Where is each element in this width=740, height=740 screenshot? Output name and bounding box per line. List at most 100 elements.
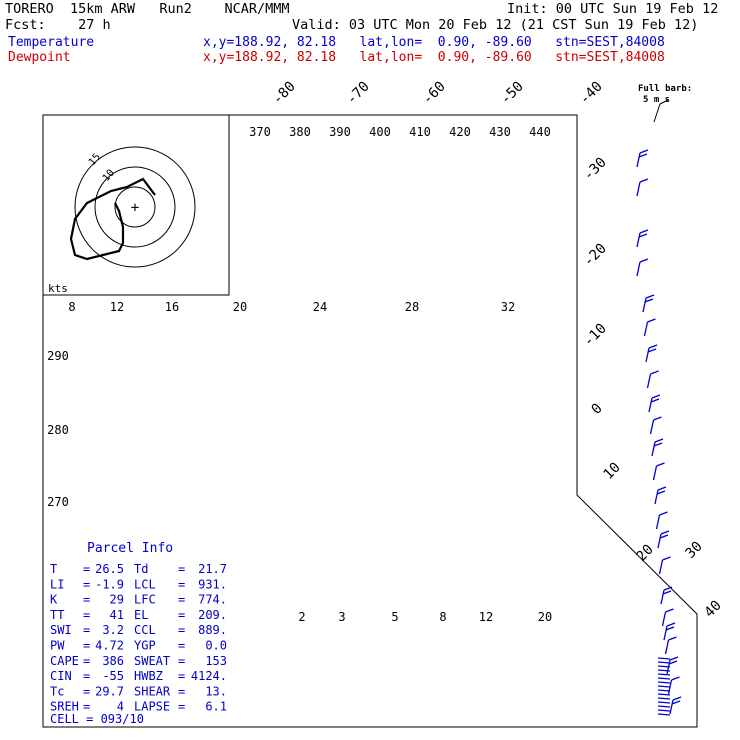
wind-barb — [636, 152, 641, 168]
mixing-ratio-label: 8 — [68, 300, 75, 314]
wind-barb — [649, 419, 655, 435]
wind-barb-feather — [650, 370, 659, 375]
wind-barb-feather — [657, 701, 671, 704]
isotherm-label: -70 — [344, 79, 373, 108]
hodograph-ring — [94, 166, 176, 248]
isotherm-label: 40 — [702, 598, 725, 621]
wind-barb-feather — [669, 656, 679, 661]
wind-barb — [636, 232, 641, 248]
parcel-key: LI — [50, 577, 64, 591]
wind-barb-feather — [654, 438, 664, 443]
parcel-value: 6.1 — [205, 700, 227, 714]
plot-frame — [42, 114, 698, 728]
wind-barb-feather — [657, 689, 671, 692]
wind-barb-feather — [659, 534, 669, 539]
diagram-labels: 1002003004005006007008009001000-80-70-60… — [47, 79, 725, 624]
wind-barb-feather — [645, 294, 655, 299]
parcel-key: TT — [50, 608, 64, 622]
wind-barbs — [636, 99, 682, 716]
parcel-equals: = — [178, 623, 185, 637]
wind-barb-feather — [657, 685, 671, 688]
wind-barb-feather — [650, 398, 660, 403]
wind-barb-feather — [657, 657, 671, 660]
wind-barb — [663, 625, 668, 641]
wind-barb-feather — [639, 229, 649, 234]
parcel-key: Td — [134, 562, 148, 576]
theta-e-label: 400 — [369, 125, 391, 139]
init-time: Init: 00 UTC Sun 19 Feb 12 — [507, 1, 719, 17]
parcel-equals: = — [83, 623, 90, 637]
mixing-ratio-label: 2 — [298, 610, 305, 624]
mixing-ratio-label: 12 — [110, 300, 124, 314]
model-title: TORERO 15km ARW Run2 NCAR/MMM — [5, 1, 290, 17]
wind-barb — [654, 489, 659, 505]
parcel-info-title: Parcel Info — [87, 541, 173, 556]
hodograph-frame — [42, 114, 230, 296]
parcel-key: LAPSE — [134, 700, 170, 714]
parcel-equals: = — [178, 639, 185, 653]
wind-barb-feather — [665, 626, 675, 631]
isotherm-label: -10 — [581, 321, 610, 350]
wind-barb-feather — [651, 394, 661, 399]
wind-barb-feather — [671, 700, 681, 705]
theta-e-label: 390 — [329, 125, 351, 139]
wind-barb — [636, 181, 641, 197]
parcel-equals: = — [83, 684, 90, 698]
wind-barb-feather — [656, 490, 666, 495]
parcel-equals: = — [83, 639, 90, 653]
wind-barb-feather — [639, 149, 649, 154]
hodograph-units: kts — [48, 282, 68, 295]
wind-barb-feather — [662, 590, 672, 595]
mixing-ratio-label: 12 — [479, 610, 493, 624]
hodograph-ring — [74, 146, 196, 268]
wind-barb-feather — [668, 636, 677, 641]
parcel-equals: = — [178, 577, 185, 591]
parcel-value: 3.2 — [102, 623, 124, 637]
isobars — [42, 114, 698, 728]
wind-barb-feather — [671, 676, 680, 681]
dewpoint-location: x,y=188.92, 82.18 lat,lon= 0.90, -89.60 … — [203, 50, 665, 65]
wind-barb-feather — [666, 622, 676, 627]
parcel-key: SHEAR — [134, 684, 171, 698]
parcel-key: K — [50, 593, 58, 607]
wind-barb — [642, 297, 647, 313]
wind-barb — [660, 589, 665, 605]
mixing-ratio-label: 8 — [439, 610, 446, 624]
wind-barb-feather — [639, 178, 649, 183]
isotherm-label: 10 — [601, 460, 624, 483]
parcel-equals: = — [178, 562, 185, 576]
wind-barb — [636, 261, 641, 277]
mixing-ratio-label: 20 — [538, 610, 552, 624]
theta-label: 280 — [47, 423, 69, 437]
parcel-key: PW — [50, 639, 65, 653]
parcel-equals: = — [178, 654, 185, 668]
theta-e-label: 430 — [489, 125, 511, 139]
isotherm-label: 0 — [589, 401, 606, 418]
wind-barb — [643, 321, 649, 337]
storm-motion-marker: + — [131, 200, 139, 216]
parcel-value: 386 — [102, 654, 124, 668]
parcel-value: 931. — [198, 577, 227, 591]
parcel-key: YGP — [134, 639, 156, 653]
wind-barb — [669, 699, 674, 715]
wind-barb — [657, 533, 662, 549]
mixing-ratio-label: 32 — [501, 300, 515, 314]
wind-barb-feather — [668, 660, 678, 665]
mixing-ratio-label: 28 — [405, 300, 419, 314]
wind-barb-feather — [657, 713, 671, 716]
parcel-equals: = — [178, 593, 185, 607]
parcel-equals: = — [83, 700, 90, 714]
full-barb-label: Full barb: — [638, 84, 693, 94]
isotherm-label: 30 — [683, 539, 706, 562]
wind-barb-feather — [663, 586, 673, 591]
wind-barb-feather — [657, 486, 667, 491]
parcel-value: 29 — [110, 593, 124, 607]
parcel-key: SREH — [50, 700, 79, 714]
parcel-value: -1.9 — [95, 577, 124, 591]
isotherm-label: -50 — [498, 79, 527, 108]
parcel-key: Tc — [50, 684, 64, 698]
parcel-value: 209. — [198, 608, 227, 622]
parcel-value: 153 — [205, 654, 227, 668]
